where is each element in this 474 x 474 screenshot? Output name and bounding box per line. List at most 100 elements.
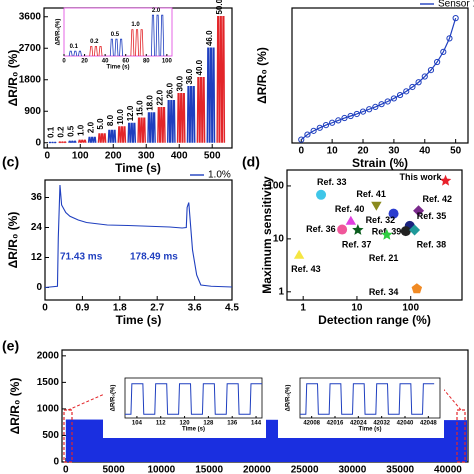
x-tick-label: 144: [251, 421, 262, 427]
pulse-group: [117, 126, 127, 143]
marker: [298, 136, 305, 143]
y-tick-label: 1500: [37, 377, 60, 388]
x-tick-label: 40: [102, 59, 109, 65]
x-tick-label: 300: [138, 151, 155, 162]
marker: [388, 208, 399, 219]
x-tick-label: 42032: [373, 421, 390, 427]
x-tick-label: 42024: [350, 421, 367, 427]
x-tick-label: 10: [327, 146, 339, 157]
series-line: [300, 17, 457, 141]
x-tick-label: 200: [105, 151, 122, 162]
strain-label: 30.0: [175, 75, 184, 91]
x-tick-label: 50: [450, 146, 462, 157]
strain-label: 1.0: [76, 124, 85, 136]
marker: [304, 131, 311, 138]
pulse-group: [147, 112, 156, 143]
legend-label: 1.0%: [208, 170, 231, 181]
pulse-group: [186, 86, 196, 143]
plot-frame: [286, 169, 463, 301]
legend-label: Sensor 1: [438, 0, 474, 10]
plot-frame: [291, 7, 469, 144]
x-tick-label: 1: [300, 303, 306, 314]
y-tick-label: 1800: [19, 74, 42, 85]
x-tick-label: 3.6: [188, 303, 202, 314]
marker: [440, 48, 447, 55]
strain-label: 0.5: [66, 125, 75, 137]
marker: [409, 83, 416, 91]
marker: [427, 67, 435, 74]
pulse-group: [109, 38, 124, 57]
pulse-group: [68, 50, 82, 57]
strain-label: 26.0: [165, 82, 174, 98]
marker: [384, 98, 391, 105]
point-label: Ref. 38: [417, 239, 447, 249]
point-label: Ref. 42: [423, 194, 453, 204]
x-tick-label: 42040: [397, 421, 414, 427]
point-label: Ref. 35: [417, 211, 447, 221]
y-tick-label: 10: [273, 234, 285, 245]
x-tick-label: 30000: [339, 465, 367, 474]
x-tick-label: 100: [72, 151, 89, 162]
marker: [439, 174, 452, 186]
pulse-group: [130, 29, 144, 57]
pulse-group: [58, 141, 67, 144]
x-axis-label: Time (s): [115, 161, 161, 175]
marker: [372, 103, 379, 110]
pulse-group: [196, 76, 206, 143]
pulse-group: [89, 46, 103, 57]
marker: [316, 124, 323, 131]
marker: [415, 79, 422, 86]
x-tick-label: 20: [81, 59, 88, 65]
strain-label: 22.0: [156, 89, 165, 105]
point-label: Ref. 34: [369, 287, 399, 297]
y-tick-label: 3600: [19, 11, 42, 22]
marker: [329, 119, 336, 126]
strain-label: 0.2: [90, 39, 99, 45]
x-axis-label: Time (s): [116, 313, 162, 327]
x-tick-label: 400: [171, 151, 188, 162]
plot-frame: [44, 179, 233, 301]
y-axis-label: ΔR/R₀(%): [111, 385, 117, 412]
x-tick-label: 0: [62, 59, 66, 65]
strain-label: 2.0: [86, 121, 95, 133]
x-tick-label: 136: [227, 421, 238, 427]
marker: [411, 283, 423, 294]
y-axis-label: ΔR/R₀(%): [56, 19, 62, 46]
x-tick-label: 128: [203, 421, 214, 427]
y-tick-label: 900: [24, 106, 41, 117]
point-label: Ref. 33: [317, 177, 347, 187]
point-label: Ref. 36: [306, 224, 336, 234]
panel-label: (d): [242, 154, 260, 170]
x-tick-label: 112: [156, 421, 166, 427]
strain-label: 8.0: [106, 114, 115, 126]
point-label: Ref. 32: [366, 215, 396, 225]
pulse-group: [206, 47, 216, 143]
pulse-group: [166, 100, 176, 143]
marker: [310, 127, 317, 134]
y-tick-label: 2700: [19, 43, 42, 54]
pulse-group: [151, 14, 165, 57]
point-label: Ref. 43: [291, 264, 321, 274]
pulse-group: [107, 129, 117, 143]
marker: [381, 228, 393, 240]
y-axis-label: ΔR/R₀ (%): [6, 212, 20, 269]
y-tick-label: 0: [36, 282, 42, 293]
x-tick-label: 2.7: [150, 303, 164, 314]
x-tick-label: 20: [357, 146, 369, 157]
marker: [413, 205, 425, 217]
panel-label: (e): [2, 338, 19, 354]
y-tick-label: 12: [31, 252, 43, 263]
marker: [322, 122, 330, 129]
strain-label: 0.1: [47, 126, 56, 138]
plot-frame: [299, 377, 441, 419]
pulse-group: [157, 107, 166, 143]
x-tick-label: 0: [63, 465, 69, 474]
marker: [353, 110, 360, 118]
x-tick-label: 0: [42, 303, 48, 314]
pulse-group: [77, 139, 87, 143]
x-tick-label: 500: [204, 151, 221, 162]
marker: [359, 108, 367, 115]
x-tick-label: 40: [419, 146, 431, 157]
marker: [371, 201, 382, 211]
